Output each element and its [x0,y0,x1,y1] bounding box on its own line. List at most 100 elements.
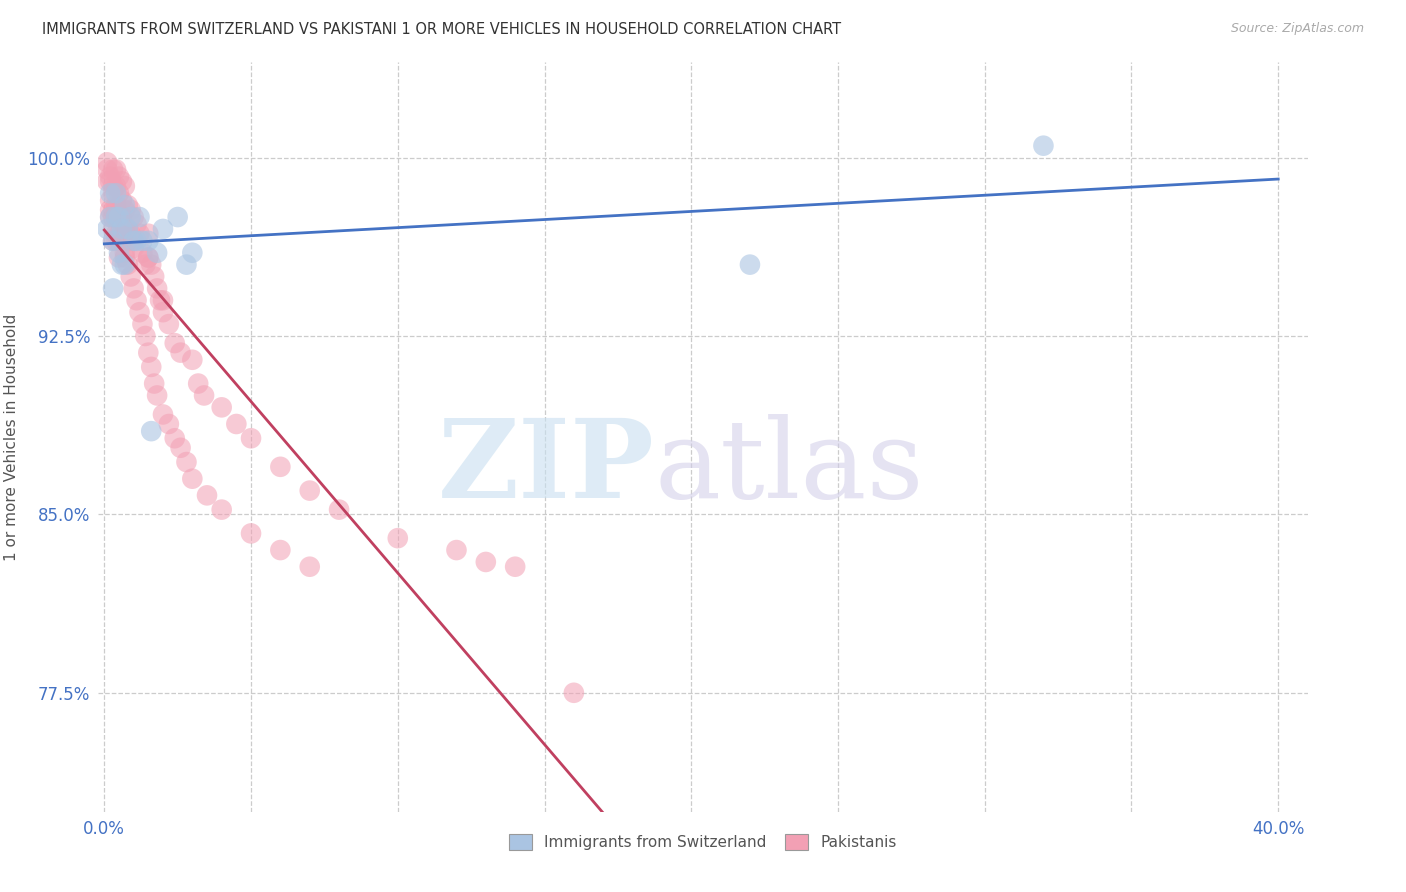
Bar [1396,122,1406,272]
Point [169,345,191,359]
Point [108,251,131,265]
Point [101,162,124,177]
Point [446,543,468,558]
Point [101,281,124,295]
Point [738,258,761,272]
Point [108,245,131,260]
Point [98,202,121,217]
Point [98,174,121,188]
Point [105,227,128,241]
Point [120,210,142,224]
Point [105,186,128,201]
Point [125,293,148,308]
Point [98,210,121,224]
Point [1032,138,1054,153]
Point [122,234,145,248]
Point [146,281,169,295]
Point [152,222,174,236]
Point [98,186,121,201]
Point [141,258,163,272]
Point [163,336,186,351]
Point [134,258,156,272]
Point [181,352,204,367]
Point [117,222,139,236]
Point [114,251,136,265]
Point [169,441,191,455]
Point [122,210,145,224]
Point [181,472,204,486]
Point [157,417,180,431]
Point [108,227,131,241]
Point [101,234,124,248]
Point [136,234,159,248]
Point [117,234,139,248]
Point [114,227,136,241]
Point [298,483,321,498]
Point [181,245,204,260]
Point [117,258,139,272]
Point [117,198,139,212]
Point [131,317,153,331]
Point [269,543,291,558]
Point [101,179,124,194]
Point [328,502,350,516]
Point [146,245,169,260]
Point [143,376,166,391]
Point [111,194,134,208]
Point [108,234,131,248]
Point [152,305,174,319]
Point [136,227,159,241]
Point [269,459,291,474]
Point [120,269,142,284]
Point [111,222,134,236]
Point [101,186,124,201]
Point [108,169,131,184]
Point [141,424,163,438]
Point [131,245,153,260]
Point [114,222,136,236]
Point [105,210,128,224]
Point [149,293,172,308]
Point [157,317,180,331]
Point [225,417,247,431]
Point [111,258,134,272]
Point [114,258,136,272]
Point [166,210,188,224]
Point [134,329,156,343]
Point [141,359,163,374]
Point [101,210,124,224]
Point [98,210,121,224]
Y-axis label: 1 or more Vehicles in Household: 1 or more Vehicles in Household [4,313,18,561]
Point [117,222,139,236]
Point [96,155,118,169]
Point [240,431,263,445]
Point [122,234,145,248]
Point [98,169,121,184]
Point [108,210,131,224]
Point [105,162,128,177]
Point [131,234,153,248]
Point [111,234,134,248]
Point [503,559,526,574]
Point [108,186,131,201]
Point [136,345,159,359]
Point [122,241,145,255]
Point [143,269,166,284]
Point [211,401,233,415]
Point [114,202,136,217]
Point [101,202,124,217]
Point [101,222,124,236]
Point [114,198,136,212]
Point [114,245,136,260]
Point [105,179,128,194]
Point [98,194,121,208]
Text: ZIP: ZIP [437,414,655,521]
Point [105,234,128,248]
Text: atlas: atlas [655,414,924,521]
Point [96,162,118,177]
Point [211,502,233,516]
Point [475,555,498,569]
Point [96,174,118,188]
Point [128,305,150,319]
Point [108,210,131,224]
